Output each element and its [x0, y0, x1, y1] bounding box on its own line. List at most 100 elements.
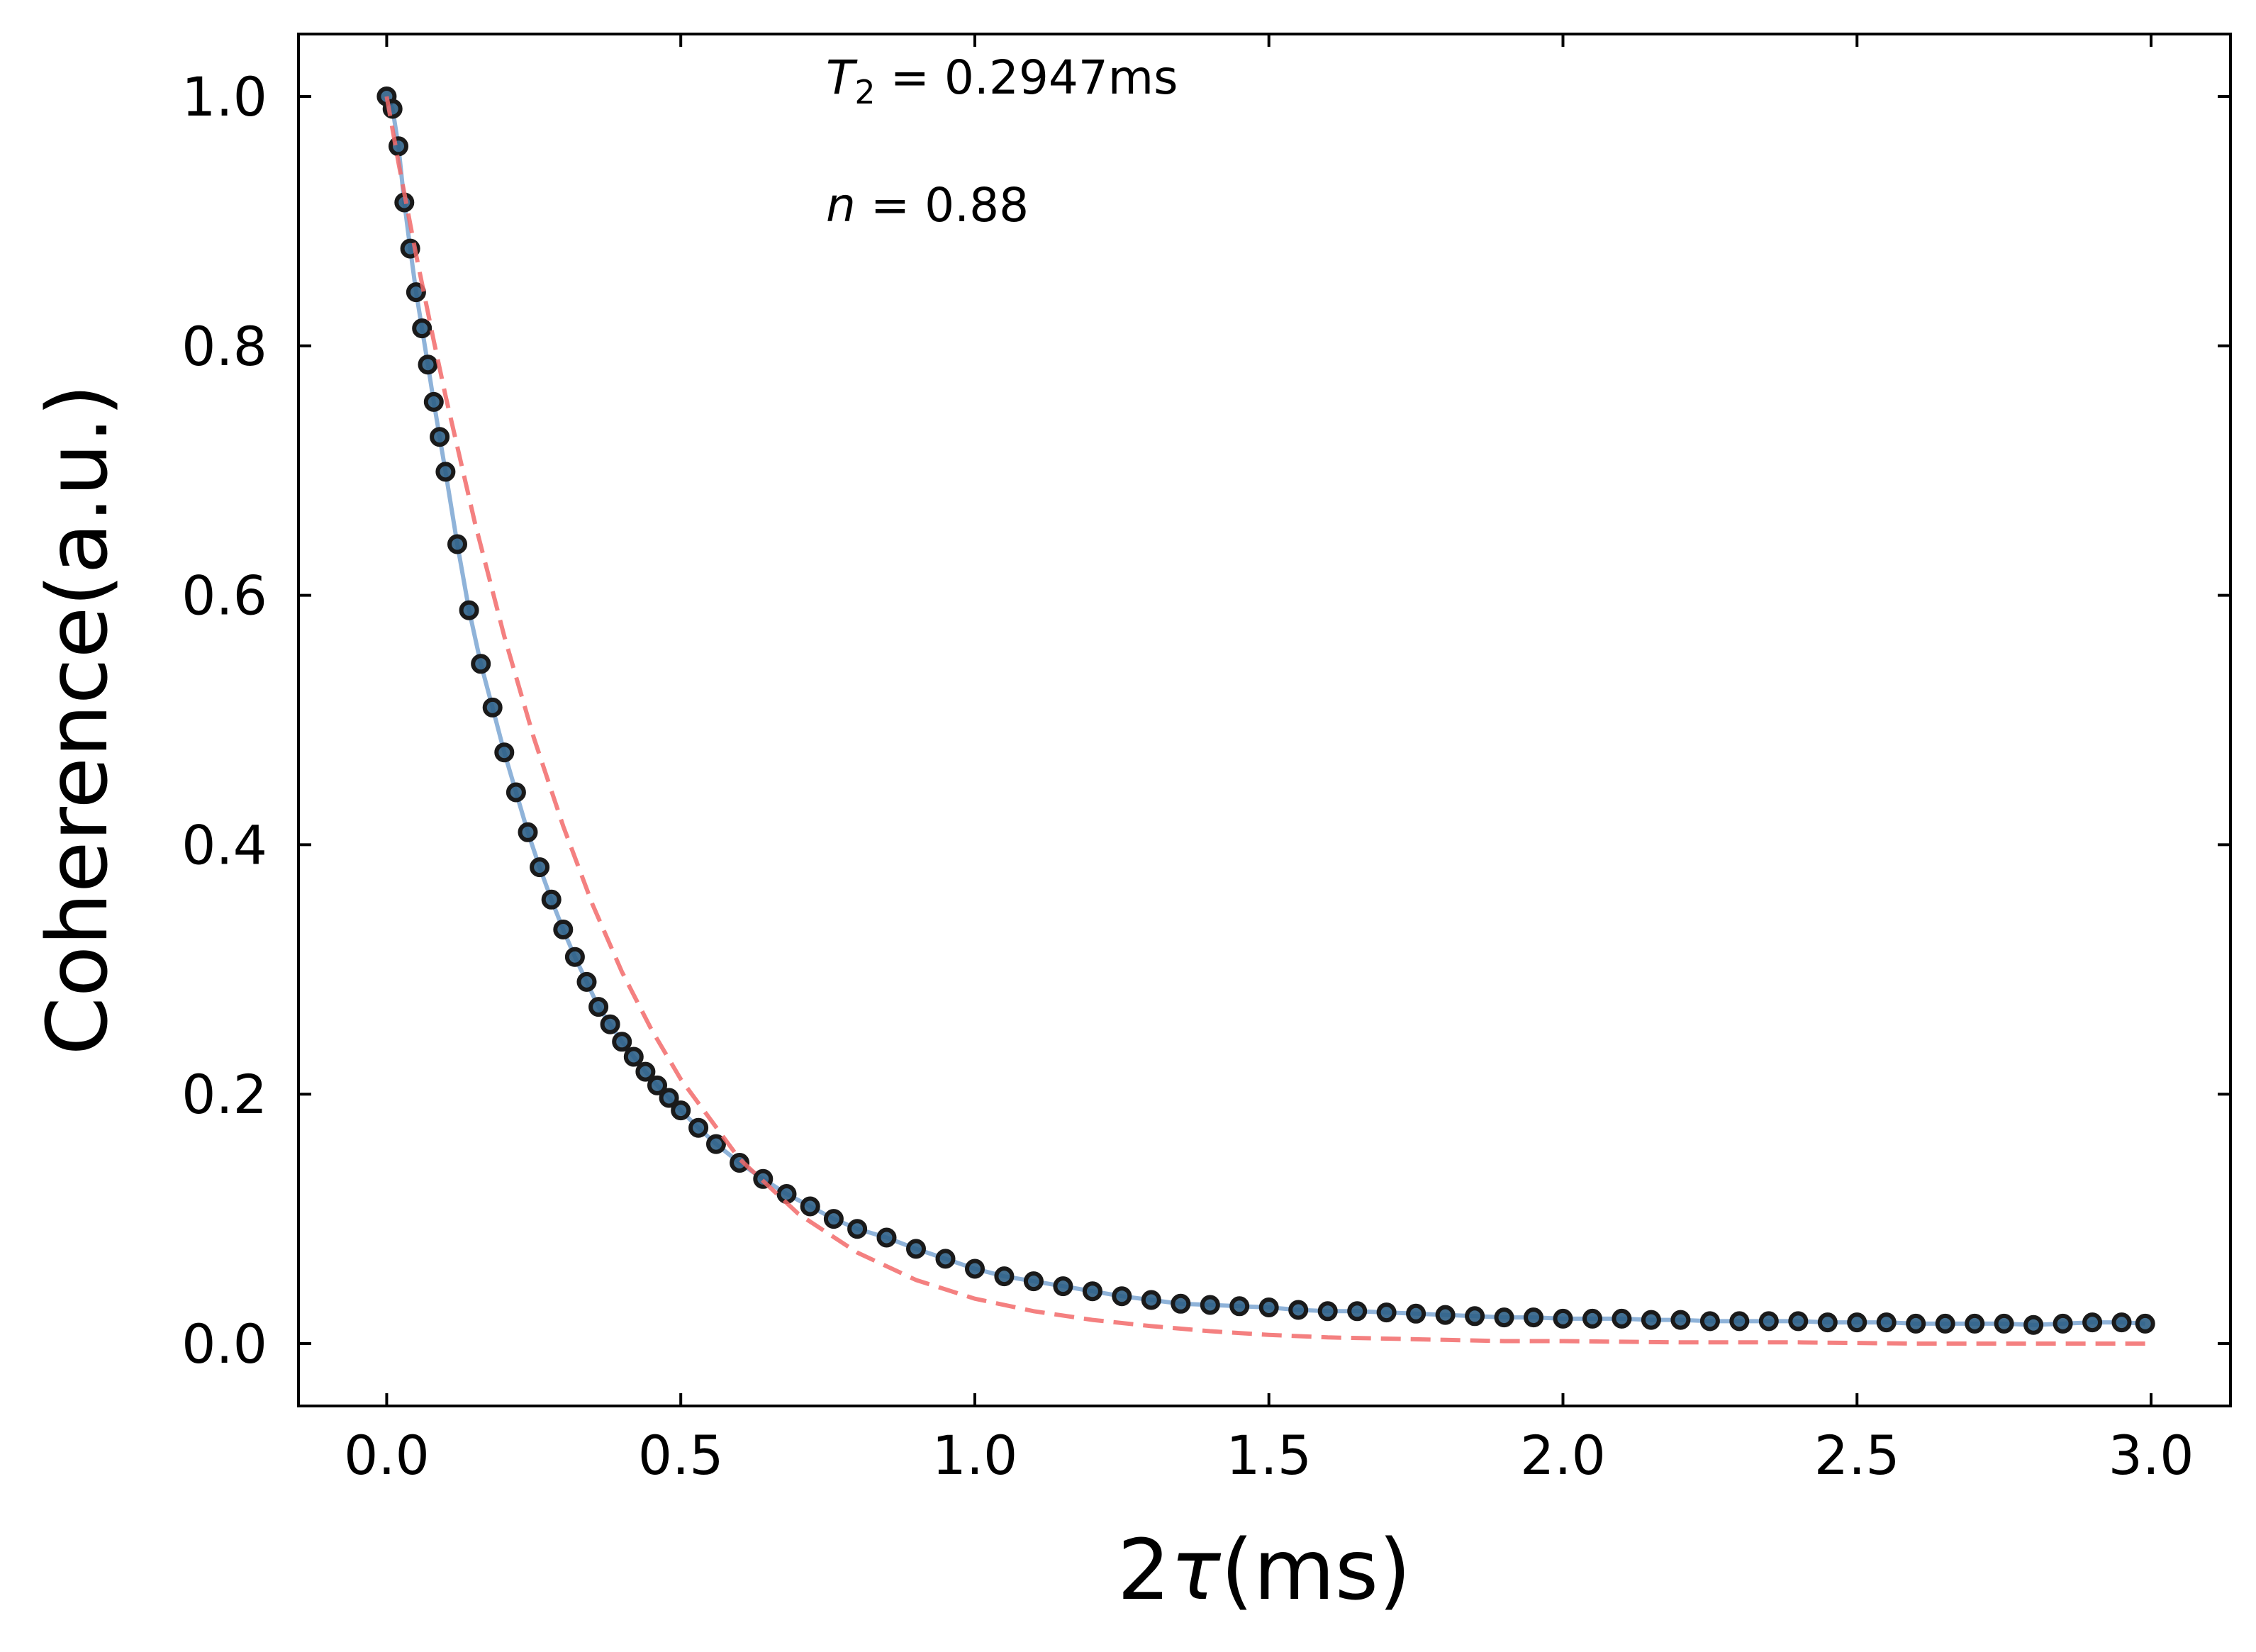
data-point — [1082, 1281, 1102, 1302]
data-point — [423, 391, 444, 412]
data-point — [1141, 1290, 1161, 1310]
data-point — [1641, 1310, 1661, 1330]
data-point — [1406, 1303, 1426, 1324]
x-axis-ticks: 0.0 0.5 1.0 1.5 2.0 2.5 3.0 — [344, 34, 2194, 1487]
data-point — [1758, 1311, 1779, 1332]
data-point — [1112, 1286, 1132, 1307]
data-point — [2135, 1313, 2155, 1334]
data-point — [730, 1153, 750, 1173]
data-point — [600, 1014, 620, 1034]
data-point — [435, 462, 456, 482]
data-point — [1288, 1300, 1309, 1320]
data-point — [876, 1227, 897, 1248]
data-point — [2053, 1313, 2073, 1334]
data-point — [1729, 1311, 1750, 1332]
data-point — [1670, 1310, 1691, 1330]
data-point — [1023, 1271, 1044, 1292]
data-point — [430, 427, 450, 447]
n-annotation: n = 0.88 — [826, 178, 1029, 233]
data-point — [2111, 1312, 2132, 1333]
data-point — [494, 742, 515, 763]
data-point — [823, 1209, 844, 1229]
x-tick-label: 2.5 — [1814, 1424, 1900, 1487]
data-point — [965, 1258, 985, 1279]
fit-series-line — [384, 96, 2145, 1346]
x-tick-label: 1.0 — [932, 1424, 1018, 1487]
y-tick-label: 0.0 — [182, 1312, 267, 1375]
data-point — [471, 654, 491, 674]
data-point — [1553, 1308, 1573, 1329]
data-point — [659, 1088, 679, 1108]
data-point — [906, 1239, 926, 1259]
data-point — [935, 1249, 956, 1269]
data-point — [635, 1061, 656, 1082]
data-point — [688, 1117, 709, 1138]
data-point — [706, 1134, 726, 1154]
data-point — [482, 697, 503, 718]
y-tick-label: 0.6 — [182, 564, 267, 627]
data-point — [623, 1047, 644, 1067]
x-tick-label: 2.0 — [1520, 1424, 1606, 1487]
x-tick-label: 1.5 — [1226, 1424, 1312, 1487]
y-tick-label: 1.0 — [182, 65, 267, 128]
data-point — [1494, 1307, 1514, 1328]
data-point — [1524, 1307, 1543, 1328]
x-tick-label: 0.0 — [344, 1424, 430, 1487]
data-point — [647, 1075, 667, 1095]
data-point — [1788, 1311, 1809, 1332]
y-tick-label: 0.8 — [182, 315, 267, 378]
data-point — [588, 997, 609, 1017]
data-point — [564, 947, 585, 967]
data-point — [506, 782, 526, 803]
data-point — [1465, 1306, 1485, 1327]
data-point — [1258, 1297, 1279, 1317]
data-point — [1376, 1302, 1397, 1323]
data-point — [800, 1196, 820, 1217]
y-axis-ticks: 0.0 0.2 0.4 0.6 0.8 1.0 — [182, 65, 2230, 1375]
data-point — [671, 1100, 691, 1121]
data-point — [541, 889, 562, 910]
data-point — [994, 1266, 1015, 1287]
data-point — [1965, 1313, 1985, 1334]
data-point — [553, 920, 574, 939]
y-tick-label: 0.2 — [182, 1063, 267, 1126]
data-point — [2023, 1315, 2044, 1335]
data-point — [776, 1184, 797, 1204]
data-point — [447, 534, 467, 554]
data-point — [1229, 1296, 1250, 1317]
data-point — [1582, 1308, 1602, 1329]
plot-area — [297, 33, 2232, 1407]
data-point — [1994, 1313, 2014, 1334]
data-point — [1053, 1276, 1073, 1297]
data-point — [418, 355, 438, 375]
data-point — [1817, 1312, 1838, 1333]
data-point — [1847, 1312, 1867, 1333]
y-tick-label: 0.4 — [182, 813, 267, 876]
data-point — [518, 822, 538, 842]
data-point — [530, 857, 550, 878]
data-point — [1612, 1308, 1632, 1329]
data-point — [576, 971, 597, 992]
y-axis-title: Coherence(a.u.) — [28, 384, 126, 1056]
data-point — [406, 282, 426, 303]
data-point — [412, 318, 432, 339]
x-tick-label: 3.0 — [2109, 1424, 2194, 1487]
data-point — [1876, 1312, 1897, 1333]
data-point — [1699, 1311, 1720, 1332]
data-point — [1347, 1301, 1368, 1322]
data-series-points — [376, 86, 2155, 1335]
x-axis-title: 2τ(ms) — [1117, 1521, 1412, 1619]
data-point — [847, 1219, 868, 1239]
data-point — [1435, 1305, 1456, 1325]
x-tick-label: 0.5 — [638, 1424, 724, 1487]
data-point — [1906, 1313, 1926, 1334]
data-point — [459, 600, 479, 620]
t2-annotation: T2 = 0.2947ms — [826, 50, 1178, 111]
data-point — [1171, 1293, 1191, 1314]
data-point — [612, 1032, 632, 1052]
data-point — [2082, 1312, 2103, 1333]
data-point — [1317, 1301, 1338, 1322]
data-point — [1200, 1295, 1220, 1315]
data-point — [1935, 1313, 1955, 1334]
